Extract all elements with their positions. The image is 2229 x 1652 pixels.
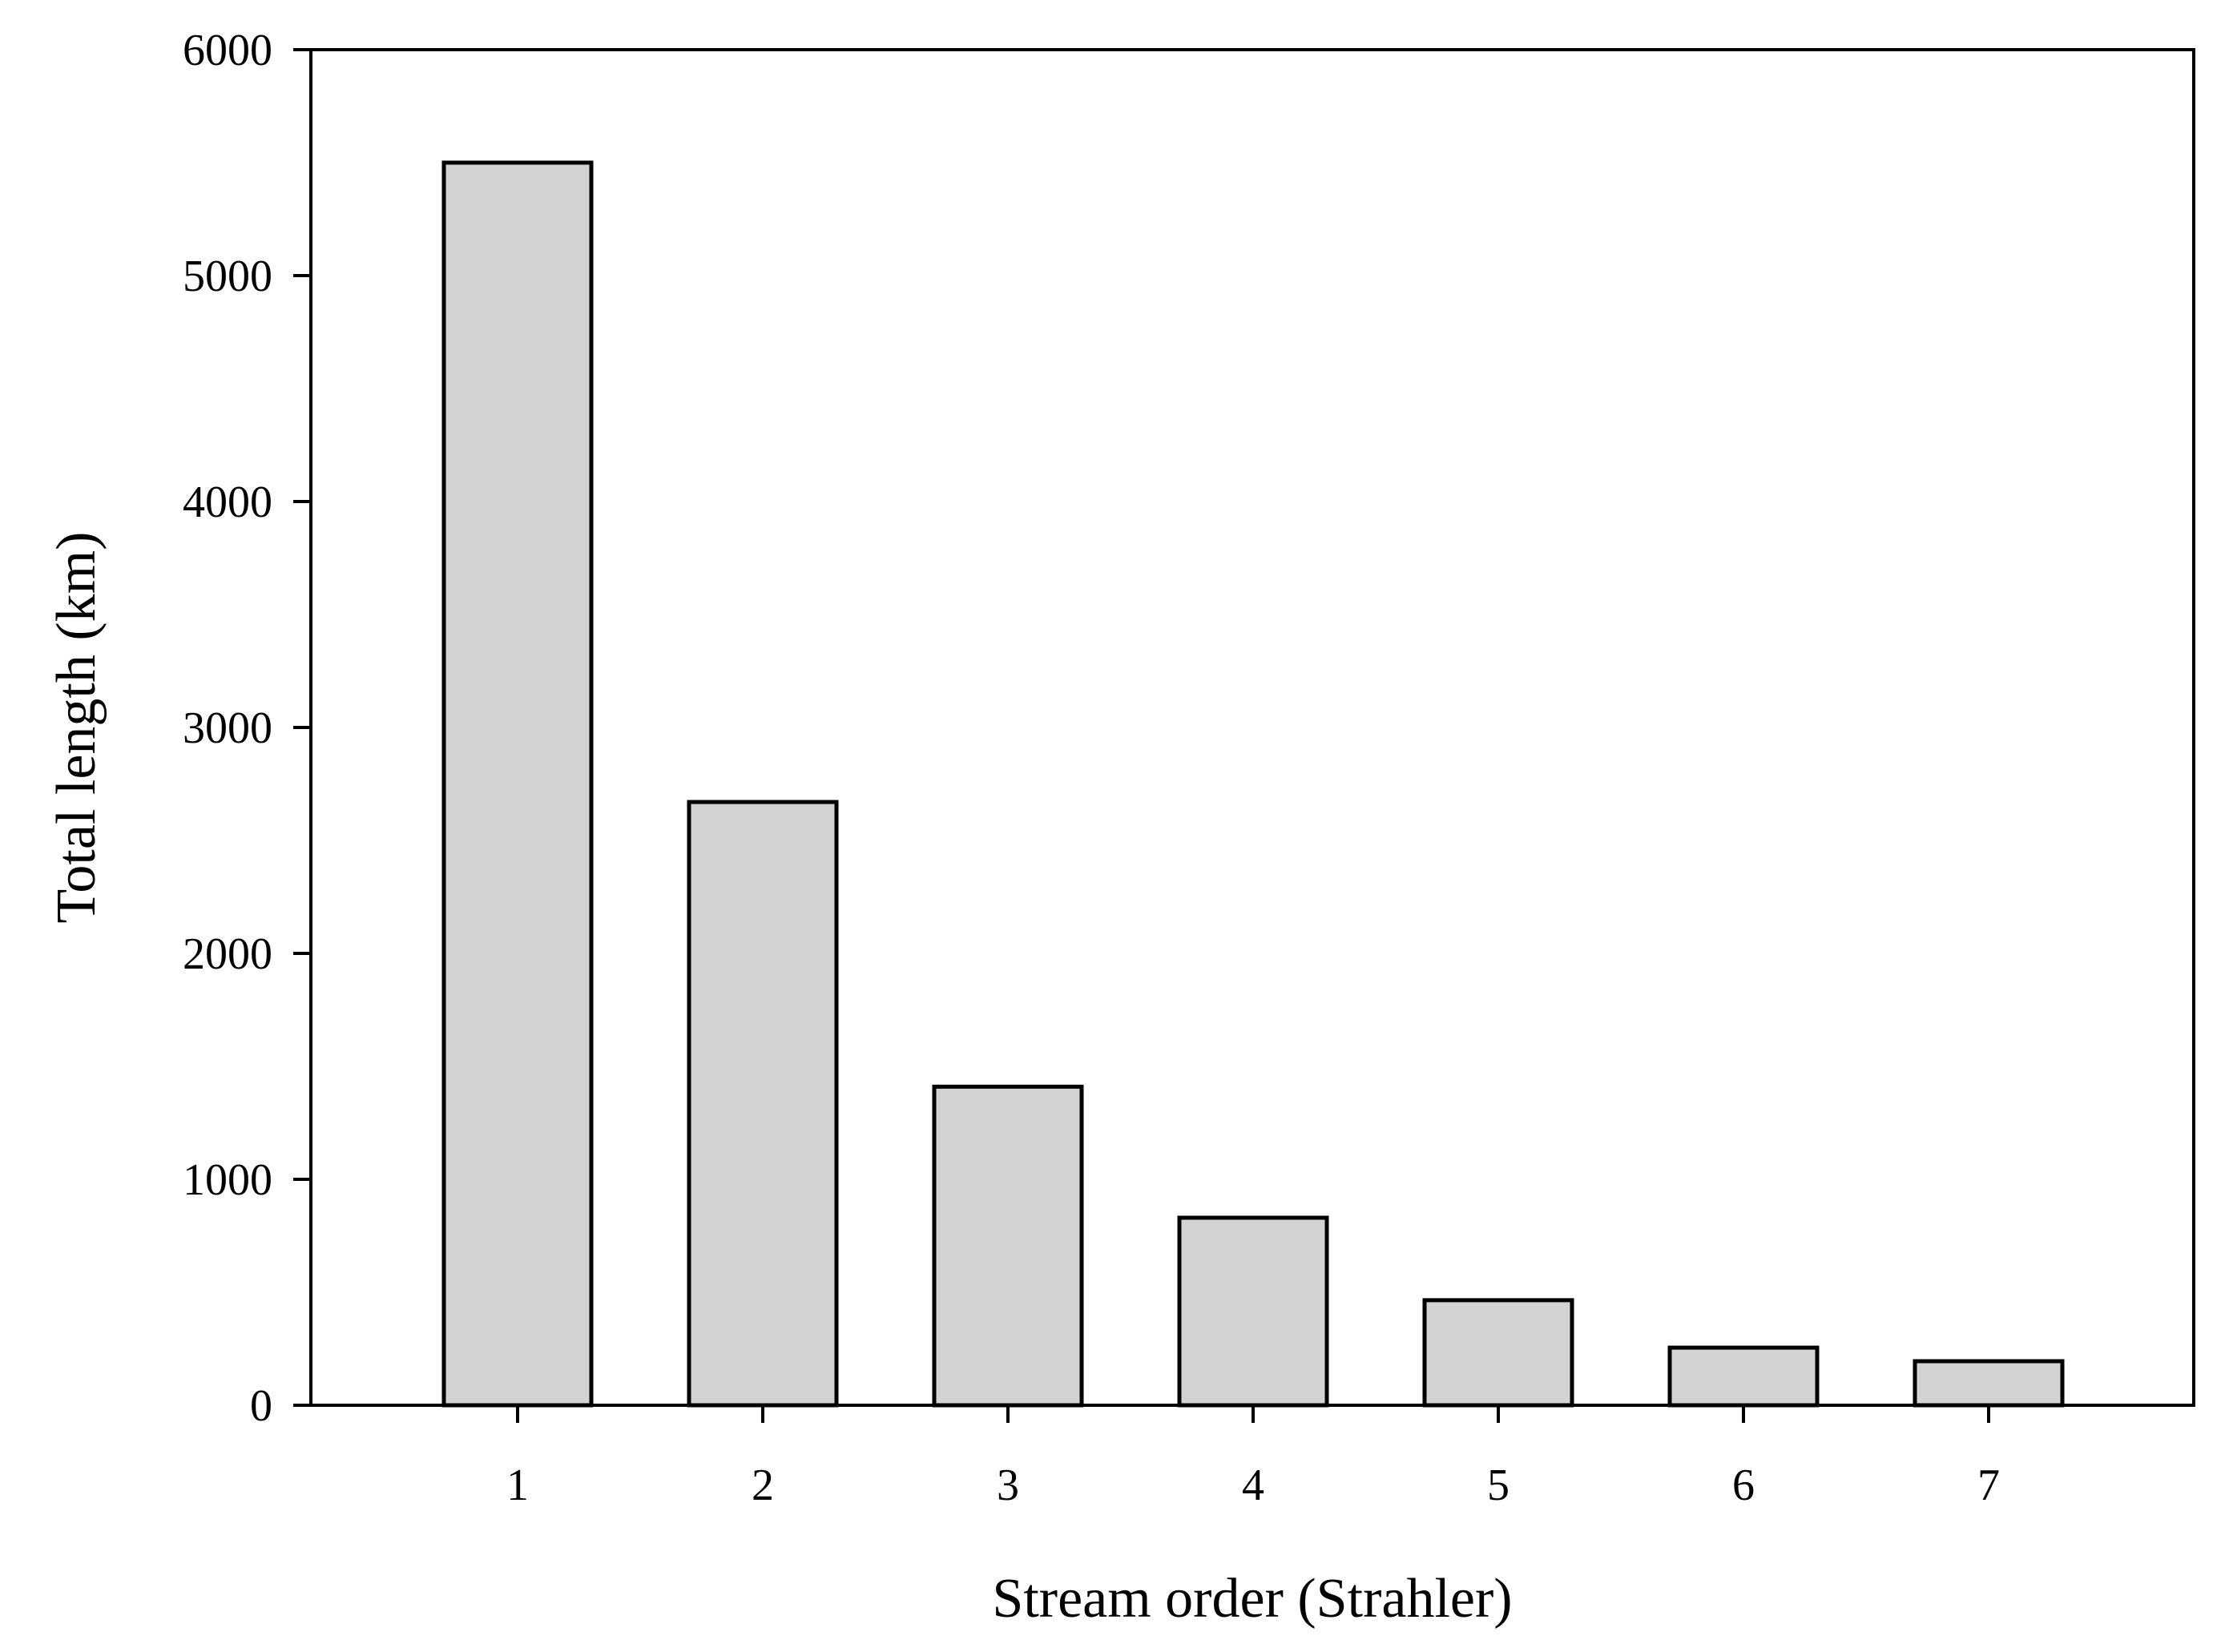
bar-order-6 xyxy=(1667,1345,1820,1408)
y-tick-label: 5000 xyxy=(183,252,272,301)
x-tick-label: 1 xyxy=(506,1461,529,1510)
y-tick-label: 4000 xyxy=(183,477,272,527)
x-tick-label: 3 xyxy=(997,1461,1019,1510)
x-tick-label: 4 xyxy=(1242,1461,1264,1510)
y-tick-label: 3000 xyxy=(183,703,272,753)
x-axis-title: Stream order (Strahler) xyxy=(992,1568,1512,1630)
x-tick-label: 6 xyxy=(1732,1461,1755,1510)
y-tick-label: 1000 xyxy=(183,1155,272,1205)
y-tick-label: 6000 xyxy=(183,26,272,75)
bar-order-2 xyxy=(687,800,839,1408)
y-axis-ticks: 0 1000 2000 3000 4000 5000 6000 xyxy=(183,26,311,1431)
bar-order-7 xyxy=(1913,1359,2065,1408)
x-tick-label: 7 xyxy=(1977,1461,2000,1510)
y-tick-label: 0 xyxy=(250,1381,272,1431)
x-tick-label: 5 xyxy=(1487,1461,1510,1510)
y-axis-title: Total length (km) xyxy=(46,532,107,924)
bar-order-4 xyxy=(1177,1215,1329,1408)
bar-order-1 xyxy=(441,160,594,1408)
x-tick-label: 2 xyxy=(752,1461,774,1510)
y-tick-label: 2000 xyxy=(183,929,272,979)
bars-group xyxy=(441,160,2065,1408)
x-axis-ticks: 1 2 3 4 5 6 7 xyxy=(506,1405,2000,1510)
bar-order-5 xyxy=(1422,1298,1574,1408)
bar-order-3 xyxy=(932,1084,1084,1408)
